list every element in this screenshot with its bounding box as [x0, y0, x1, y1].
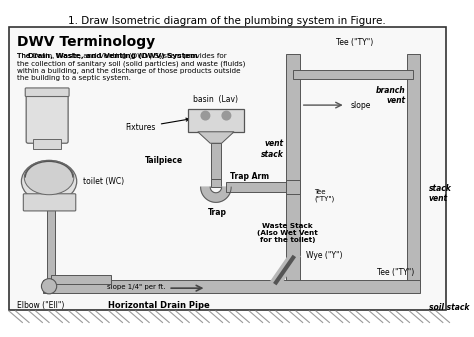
- FancyBboxPatch shape: [293, 70, 413, 79]
- FancyBboxPatch shape: [9, 27, 446, 310]
- Text: basin  (Lav): basin (Lav): [193, 95, 238, 104]
- Ellipse shape: [24, 160, 74, 195]
- FancyBboxPatch shape: [286, 54, 300, 286]
- Text: Horizontal Drain Pipe: Horizontal Drain Pipe: [108, 301, 210, 310]
- Ellipse shape: [21, 160, 77, 202]
- Circle shape: [201, 111, 210, 120]
- Text: The Drain, Waste, and Venting (DWV) System provides for
the collection of sanita: The Drain, Waste, and Venting (DWV) Syst…: [17, 53, 245, 81]
- Polygon shape: [198, 132, 234, 143]
- FancyBboxPatch shape: [25, 88, 69, 96]
- FancyBboxPatch shape: [407, 54, 420, 286]
- Text: toilet (WC): toilet (WC): [83, 177, 125, 186]
- Text: soil stack: soil stack: [428, 303, 469, 312]
- Text: Trap: Trap: [208, 208, 228, 217]
- Text: The: The: [17, 53, 32, 59]
- Text: stack
vent: stack vent: [428, 184, 451, 204]
- Text: branch
vent: branch vent: [376, 86, 406, 105]
- FancyBboxPatch shape: [23, 194, 76, 211]
- Text: Trap Arm: Trap Arm: [230, 172, 269, 181]
- Circle shape: [222, 111, 231, 120]
- Text: Fixtures: Fixtures: [126, 118, 189, 132]
- Text: slope: slope: [350, 101, 371, 110]
- FancyBboxPatch shape: [26, 90, 68, 143]
- Text: Tailpiece: Tailpiece: [146, 156, 183, 165]
- Polygon shape: [201, 187, 231, 202]
- FancyBboxPatch shape: [51, 275, 111, 284]
- Text: Elbow ("Ell"): Elbow ("Ell"): [17, 301, 64, 310]
- Circle shape: [41, 279, 57, 294]
- Text: Wye ("Y"): Wye ("Y"): [307, 251, 343, 260]
- FancyBboxPatch shape: [211, 180, 221, 187]
- Text: DWV Terminology: DWV Terminology: [17, 35, 155, 49]
- Text: Tee
("TY"): Tee ("TY"): [314, 189, 334, 203]
- Text: 1. Draw Isometric diagram of the plumbing system in Figure.: 1. Draw Isometric diagram of the plumbin…: [68, 17, 386, 26]
- FancyBboxPatch shape: [33, 140, 62, 149]
- FancyBboxPatch shape: [43, 280, 420, 293]
- FancyBboxPatch shape: [286, 180, 300, 194]
- Text: slope 1/4" per ft.: slope 1/4" per ft.: [107, 284, 165, 290]
- Text: Waste Stack
(Also Wet Vent
for the toilet): Waste Stack (Also Wet Vent for the toile…: [257, 223, 318, 243]
- FancyBboxPatch shape: [227, 182, 289, 192]
- Text: Drain, Waste, and Venting (DWV) System: Drain, Waste, and Venting (DWV) System: [28, 53, 198, 59]
- Text: Tee ("TY"): Tee ("TY"): [336, 38, 373, 47]
- FancyBboxPatch shape: [211, 143, 221, 180]
- Text: vent
stack: vent stack: [261, 139, 283, 159]
- FancyBboxPatch shape: [46, 210, 55, 280]
- FancyBboxPatch shape: [188, 109, 244, 132]
- Text: Tee ("TY"): Tee ("TY"): [377, 268, 414, 277]
